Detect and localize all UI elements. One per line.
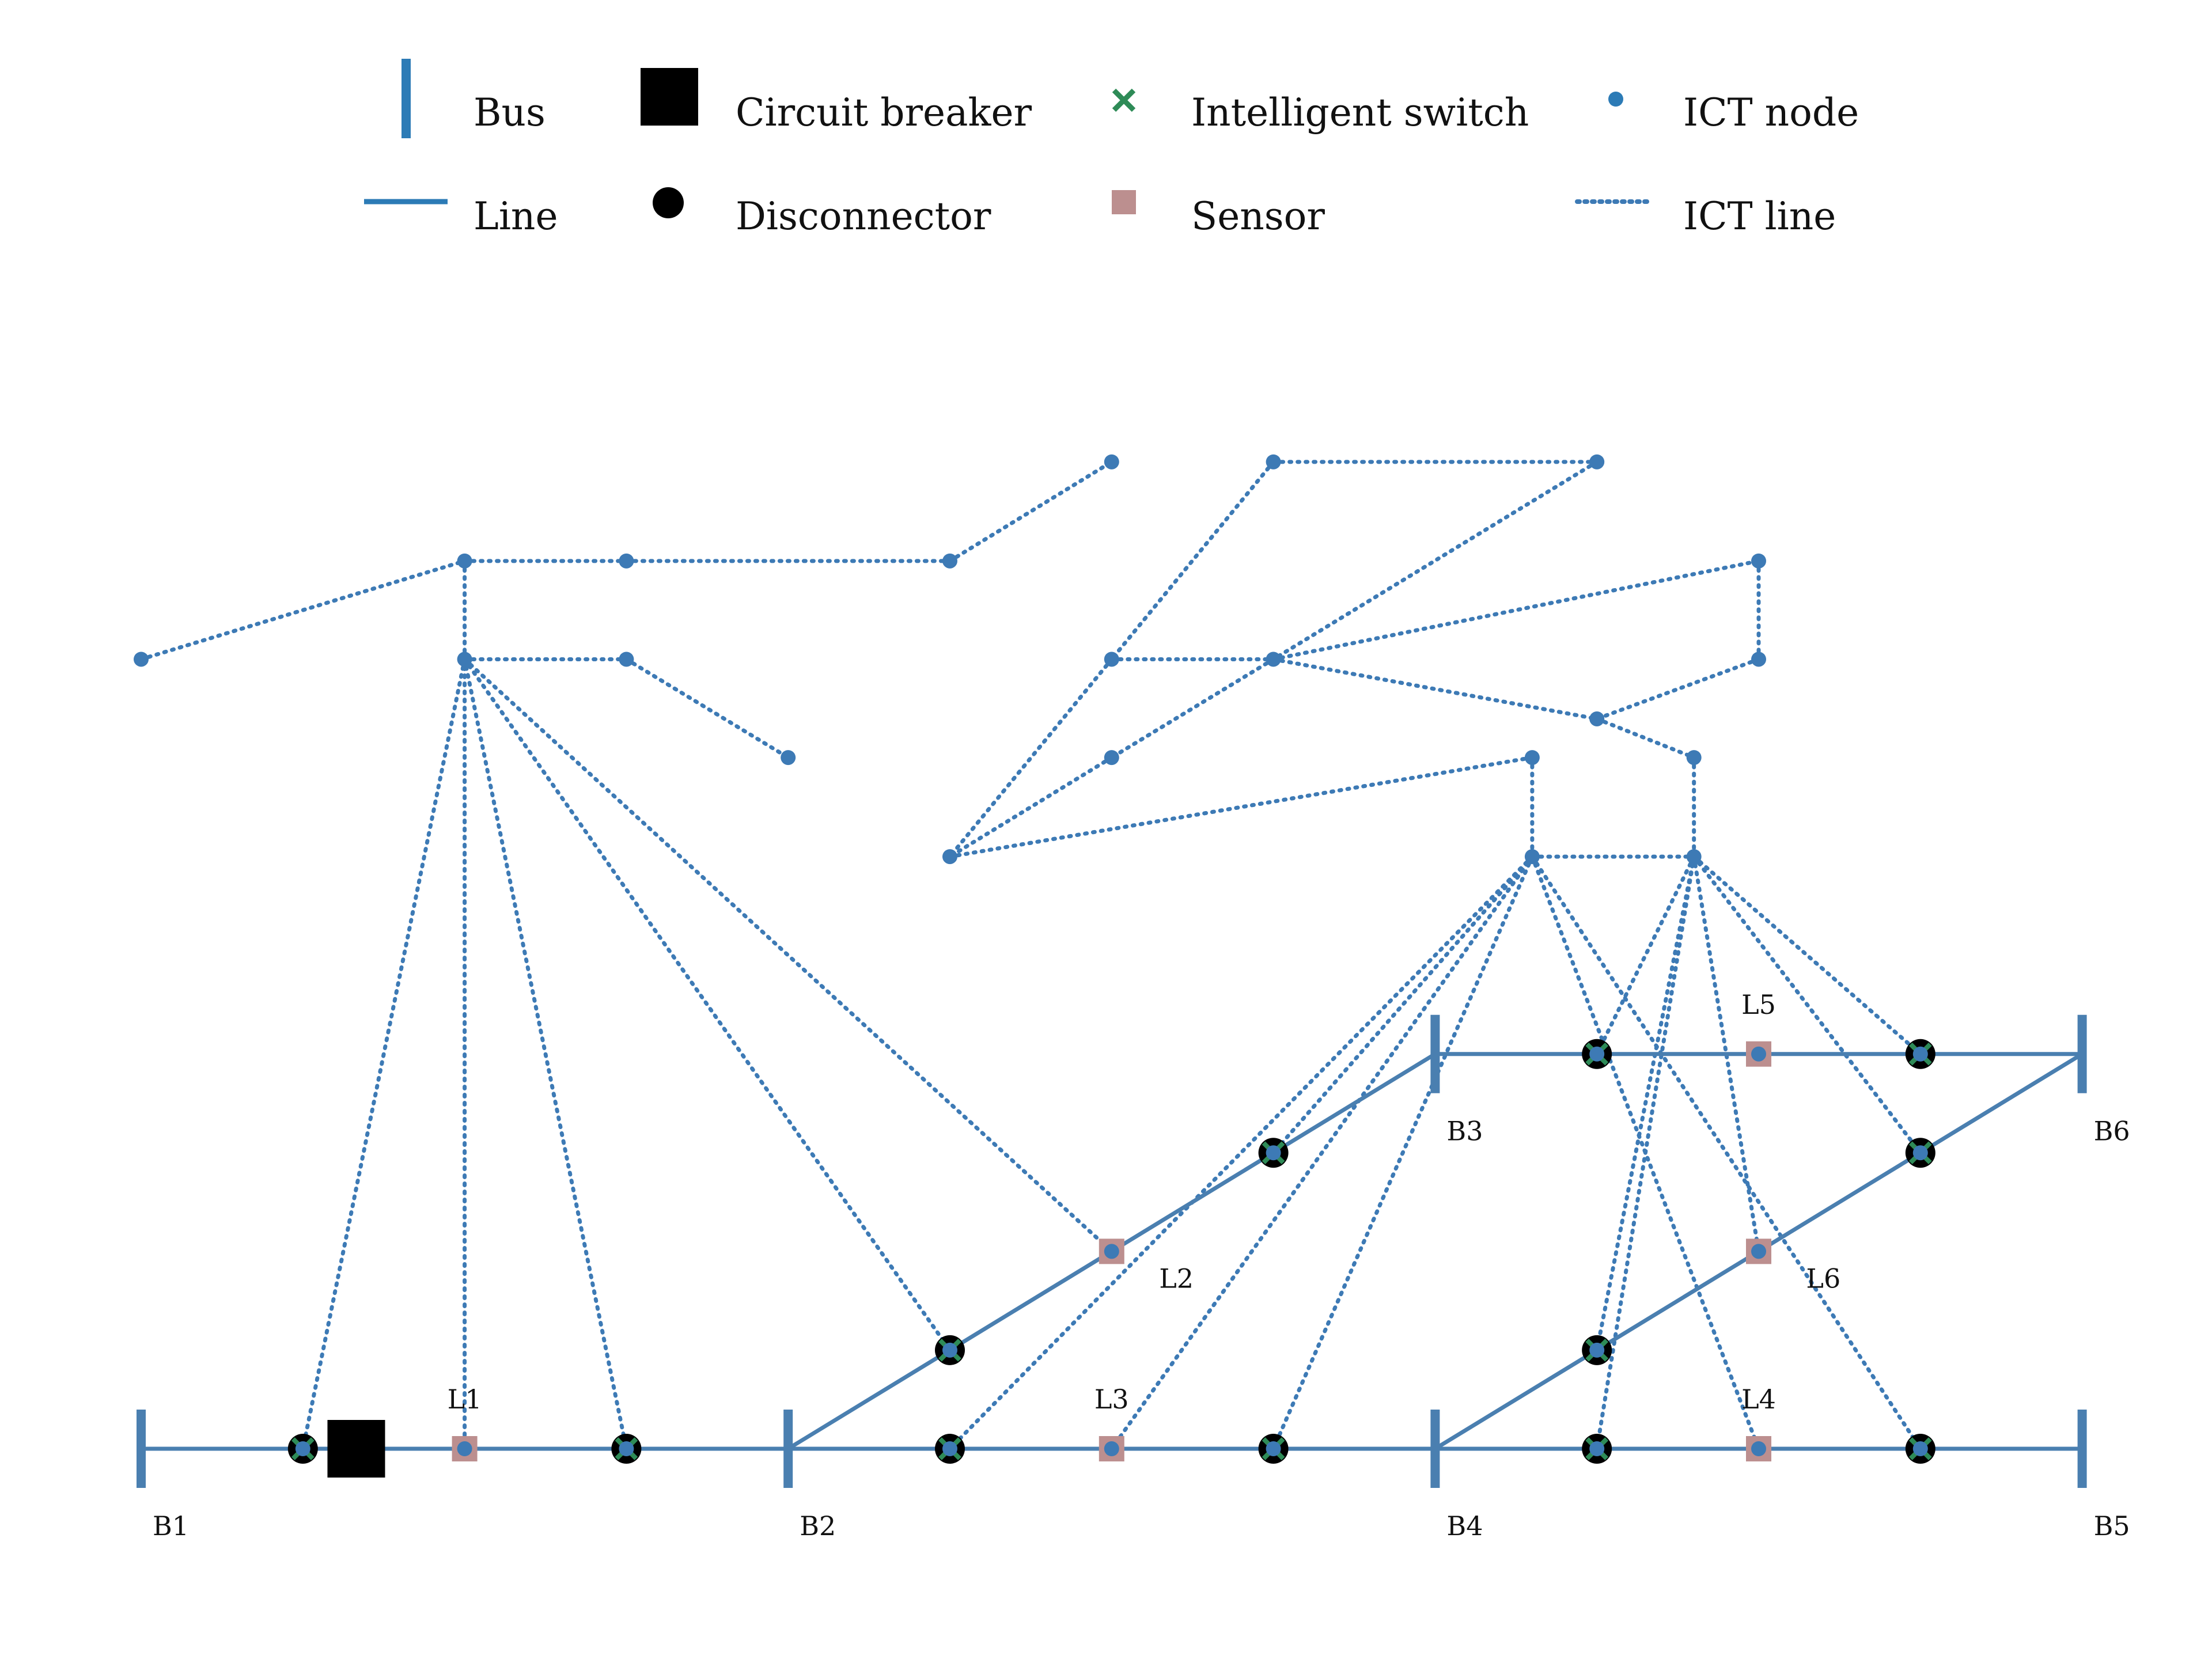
ict-node: [1266, 1441, 1281, 1456]
ict-node: [1589, 1342, 1605, 1358]
buses: [137, 1014, 2087, 1488]
ict-node: [619, 553, 634, 569]
line-label: L4: [1741, 1384, 1776, 1415]
legend-bus-symbol: [402, 59, 411, 138]
ict-node: [1266, 1145, 1281, 1161]
ict-node: [1589, 1046, 1605, 1062]
ict-link: [301, 657, 467, 1451]
legend-ict-line-label: ICT line: [1683, 194, 1836, 238]
bus-label: B4: [1446, 1510, 1483, 1541]
legend-circuit-breaker-label: Circuit breaker: [736, 90, 1032, 135]
ict-node: [1751, 1244, 1766, 1259]
ict-link: [1271, 559, 1761, 661]
ict-link: [1271, 854, 1535, 1155]
ict-node: [1912, 1145, 1928, 1161]
ict-link: [1109, 657, 1276, 760]
ict-node: [1686, 750, 1702, 766]
ict-node: [1104, 750, 1119, 766]
legend-intelligent-switch-label: Intelligent switch: [1191, 90, 1529, 135]
ict-node: [942, 1441, 957, 1456]
ict-node: [1912, 1046, 1928, 1062]
ict-node: [942, 553, 957, 569]
legend-intelligent-switch-symbol: [1112, 88, 1136, 112]
line-label: L1: [448, 1384, 482, 1415]
legend-bus-label: Bus: [474, 90, 546, 135]
ict-node: [1751, 1046, 1766, 1062]
bus-label: B2: [800, 1510, 836, 1541]
ict-node: [1104, 1244, 1119, 1259]
legend-sensor-symbol: [1112, 190, 1136, 214]
bus-label: B1: [153, 1510, 189, 1541]
ict-node: [1266, 454, 1281, 469]
legend-circuit-breaker-symbol: [641, 68, 698, 126]
ict-link: [948, 755, 1535, 859]
bus-label: B3: [1446, 1116, 1483, 1147]
ict-node: [457, 652, 472, 667]
ict-node: [1686, 849, 1702, 865]
ict-node: [781, 750, 796, 766]
ict-link: [948, 755, 1114, 859]
ict-node: [457, 1441, 472, 1456]
legend-ict-node-label: ICT node: [1683, 90, 1859, 135]
ict-node: [1589, 1441, 1605, 1456]
ict-link: [139, 559, 467, 661]
ict-node: [1524, 849, 1540, 865]
ict-node: [1104, 454, 1119, 469]
ict-link: [1692, 854, 1923, 1056]
ict-node: [1104, 652, 1119, 667]
ict-link: [1109, 854, 1535, 1451]
ict-link: [1271, 460, 1599, 661]
legend-disconnector-label: Disconnector: [736, 194, 991, 238]
ict-link: [463, 657, 1114, 1253]
bus-label: B5: [2094, 1510, 2130, 1541]
ict-node: [1589, 711, 1605, 726]
legend-disconnector-symbol: [653, 187, 684, 218]
ict-node: [942, 849, 957, 865]
line-label: L6: [1806, 1263, 1840, 1294]
ict-node: [619, 652, 634, 667]
ict-node: [1751, 1441, 1766, 1456]
ict-link: [463, 657, 628, 1451]
ict-node: [1751, 652, 1766, 667]
ict-node: [1589, 454, 1605, 469]
legend-ict-node-symbol: [1608, 92, 1623, 107]
ict-node: [134, 652, 149, 667]
ict-link: [1594, 854, 1696, 1056]
ict-node: [1104, 1441, 1119, 1456]
line-label: L3: [1094, 1384, 1129, 1415]
ict-link: [1271, 854, 1535, 1451]
legend-line-label: Line: [474, 194, 558, 238]
ict-link: [1271, 657, 1599, 721]
ict-node: [942, 1342, 957, 1358]
ict-link: [948, 657, 1114, 859]
ict-link: [1594, 717, 1696, 760]
line-label: L2: [1159, 1263, 1194, 1294]
legend: Bus Circuit breaker Intelligent switch I…: [364, 59, 1859, 238]
line-label: L5: [1741, 989, 1776, 1020]
ict-link: [1594, 854, 1696, 1353]
bus-label: B6: [2094, 1116, 2130, 1147]
ict-node: [1266, 652, 1281, 667]
ict-link: [948, 854, 1535, 1451]
labels: L1 L2 L3 L4 L5 L6 B1 B2 B3 B4 B5 B6: [153, 989, 2130, 1541]
ict-link: [624, 657, 790, 760]
legend-sensor-label: Sensor: [1191, 194, 1325, 238]
ict-link: [948, 460, 1114, 563]
circuit-breaker: [327, 1420, 385, 1478]
ict-node: [1912, 1441, 1928, 1456]
ict-node: [295, 1441, 310, 1456]
ict-nodes: [134, 454, 1928, 1456]
ict-links: [139, 460, 1923, 1451]
ict-link: [1594, 854, 1696, 1451]
ict-link: [1594, 657, 1761, 721]
ict-node: [1524, 750, 1540, 766]
ict-link: [1109, 460, 1276, 661]
ict-link: [1692, 854, 1923, 1155]
ict-node: [619, 1441, 634, 1456]
ict-link: [463, 657, 952, 1353]
ict-node: [1751, 553, 1766, 569]
ict-link: [1530, 854, 1923, 1451]
ict-node: [457, 553, 472, 569]
